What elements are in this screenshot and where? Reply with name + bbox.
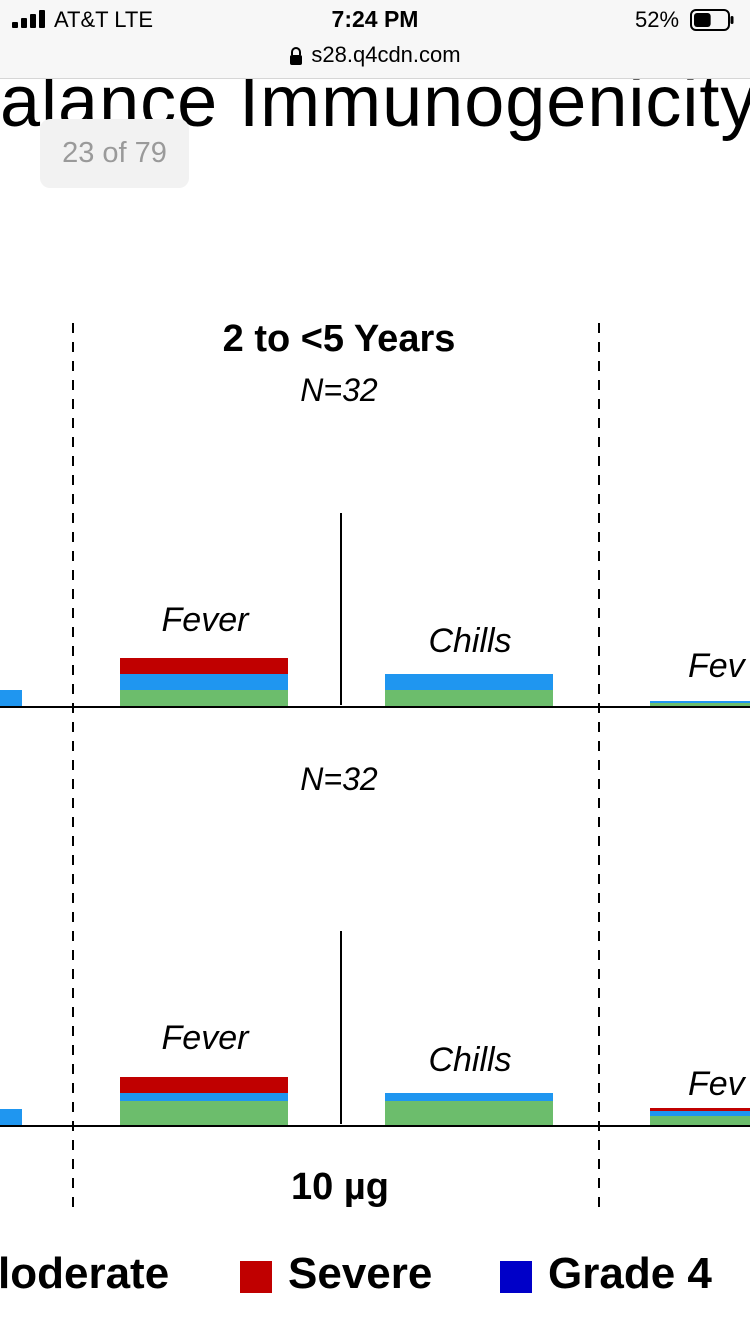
legend-swatch-grade4 (500, 1261, 532, 1293)
lock-icon (290, 47, 303, 65)
bar-fever-moderate-panel2 (120, 1093, 288, 1101)
category-label-partial-top: Fev (688, 647, 747, 685)
category-label-fever-top: Fever (162, 601, 251, 639)
bar-partial-right-mild-panel1 (650, 703, 750, 706)
bar-fever-severe-panel2 (120, 1077, 288, 1093)
bar-fever-moderate-panel1 (120, 674, 288, 690)
status-bar: AT&T LTE 7:24 PM 52% (0, 0, 750, 40)
group-title: 2 to <5 Years (223, 318, 456, 360)
bar-partial-left-panel1 (0, 690, 22, 706)
bar-partial-right-mild-panel2 (650, 1116, 750, 1125)
bar-partial-right-severe-panel2 (650, 1108, 750, 1111)
slide-viewer[interactable]: alance Immunogenicity 2 to <5 Years N=32… (0, 79, 750, 1334)
bar-partial-right-moderate-panel1 (650, 701, 750, 703)
reactogenicity-chart: 2 to <5 Years N=32 N=32 Fever Chills Fev… (0, 318, 750, 1214)
bar-chills-mild-panel2 (385, 1101, 553, 1125)
category-label-chills-bottom: Chills (428, 1041, 511, 1079)
legend-label-severe: Severe (288, 1249, 433, 1298)
bar-fever-mild-panel2 (120, 1101, 288, 1125)
legend-swatch-severe (240, 1261, 272, 1293)
bar-fever-mild-panel1 (120, 690, 288, 706)
signal-strength-icon (12, 10, 48, 28)
category-label-chills-top: Chills (428, 622, 511, 660)
battery-percent: 52% (635, 7, 680, 32)
bar-chills-moderate-panel1 (385, 674, 553, 690)
category-label-partial-bottom: Fev (688, 1065, 747, 1103)
url-text[interactable]: s28.q4cdn.com (311, 42, 461, 67)
dose-label: 10 µg (291, 1166, 389, 1208)
bar-partial-left-panel2 (0, 1109, 22, 1125)
bar-chills-mild-panel1 (385, 690, 553, 706)
bar-fever-severe-panel1 (120, 658, 288, 674)
legend-label-moderate: loderate (0, 1249, 170, 1298)
legend-label-grade4: Grade 4 (548, 1249, 712, 1298)
n-label-top: N=32 (300, 372, 378, 408)
category-label-fever-bottom: Fever (162, 1019, 251, 1057)
battery-icon (690, 9, 734, 31)
clock: 7:24 PM (331, 6, 419, 32)
page-indicator: 23 of 79 (40, 119, 189, 188)
bar-partial-right-moderate-panel2 (650, 1111, 750, 1116)
address-bar[interactable]: s28.q4cdn.com (0, 40, 750, 79)
carrier-label: AT&T LTE (54, 7, 154, 32)
n-label-bottom: N=32 (300, 761, 378, 797)
chart-legend: loderate Severe Grade 4 (0, 1249, 750, 1309)
bar-chills-moderate-panel2 (385, 1093, 553, 1101)
